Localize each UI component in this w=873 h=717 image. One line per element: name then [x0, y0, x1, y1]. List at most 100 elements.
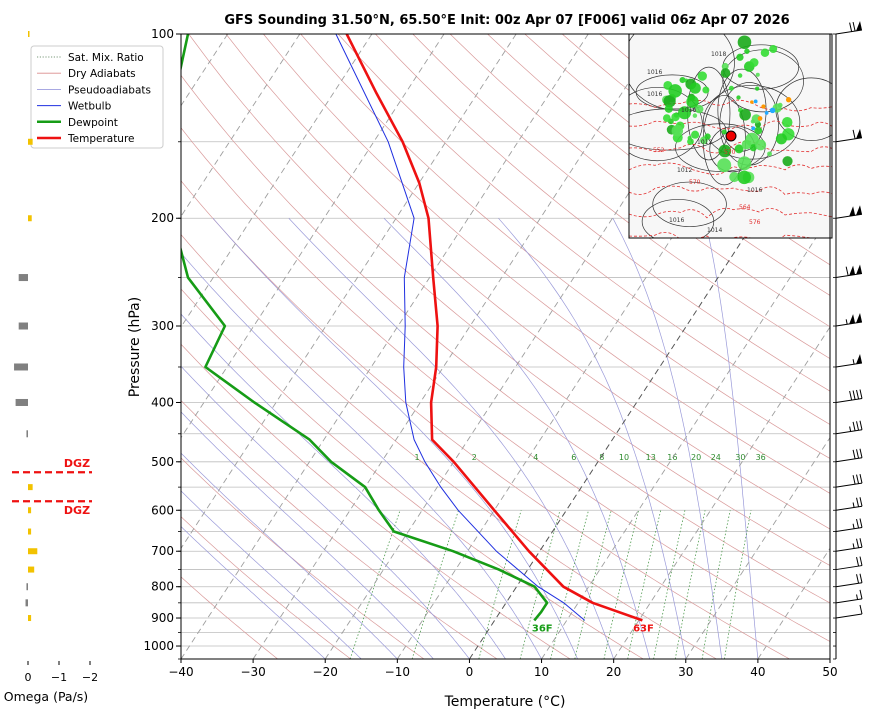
map-label: 576	[749, 219, 761, 226]
barb-half-flag	[853, 502, 854, 507]
mixing-ratio-label: 36	[756, 453, 766, 462]
map-precip	[756, 73, 760, 77]
wind-barb	[836, 129, 862, 142]
map-precip	[691, 131, 699, 139]
barb-flag	[857, 557, 859, 566]
map-label: 1012	[697, 139, 712, 146]
x-tick-label: −20	[313, 665, 338, 679]
barb-flag	[850, 391, 852, 400]
barb-pennant	[856, 129, 862, 139]
map-label: 1016	[669, 217, 684, 224]
barb-pennant	[849, 314, 855, 324]
barb-flag	[857, 519, 859, 528]
barb-flag	[860, 605, 862, 614]
mixing-ratio-label: 10	[619, 453, 629, 462]
map-precip	[761, 48, 769, 56]
y-tick-label: 400	[151, 395, 174, 409]
map-precip-heavy	[754, 100, 758, 104]
barb-pennant	[849, 206, 855, 216]
barb-staff	[836, 363, 862, 367]
wind-barb	[836, 421, 862, 434]
x-tick-label: 40	[750, 665, 765, 679]
barb-flag	[853, 422, 855, 431]
omega-bar	[28, 567, 34, 573]
barb-flag	[857, 475, 859, 484]
map-precip	[767, 151, 772, 156]
y-tick-label: 100	[151, 27, 174, 41]
map-precip	[668, 84, 681, 97]
barb-flag	[860, 557, 862, 566]
map-precip	[672, 125, 684, 137]
barb-flag	[857, 539, 859, 548]
map-label: 570	[724, 149, 736, 156]
temperature-surface-label: 63F	[633, 623, 654, 634]
barb-staff	[836, 599, 862, 603]
barb-pennant	[856, 265, 862, 275]
x-tick-label: 50	[822, 665, 837, 679]
barb-flag	[857, 421, 859, 430]
omega-tick-label: −1	[51, 671, 67, 684]
map-label: 1016	[681, 107, 696, 114]
map-label: 564	[739, 204, 751, 211]
map-label: 1016	[747, 187, 762, 194]
barb-pennant	[856, 21, 862, 31]
map-precip	[671, 113, 679, 121]
map-precip-heavy	[758, 116, 763, 121]
map-label: 570	[689, 179, 701, 186]
map-precip	[717, 158, 731, 172]
barb-flag	[853, 450, 855, 459]
map-precip	[665, 105, 673, 113]
dgz-label: DGZ	[64, 504, 90, 517]
map-precip	[722, 129, 727, 134]
map-precip-heavy	[786, 97, 791, 102]
mixing-ratio-label: 6	[571, 453, 576, 462]
barb-pennant	[849, 266, 855, 276]
wind-barb	[836, 205, 862, 218]
y-tick-label: 800	[151, 580, 174, 594]
mixing-ratio-label: 16	[667, 453, 677, 462]
barb-flag	[860, 538, 862, 547]
barb-flag	[853, 22, 855, 31]
map-precip	[742, 140, 752, 150]
barb-flag	[846, 267, 848, 276]
map-precip	[738, 171, 751, 184]
wind-barb	[836, 21, 862, 34]
legend-label: Sat. Mix. Ratio	[68, 52, 144, 64]
wind-barb	[836, 574, 862, 587]
legend-label: Wetbulb	[68, 101, 112, 113]
map-label: 1018	[711, 51, 726, 58]
map-precip	[736, 95, 740, 99]
x-tick-label: −30	[240, 665, 265, 679]
barb-flag	[857, 390, 859, 399]
barb-flag	[860, 519, 862, 528]
map-precip	[729, 86, 734, 91]
map-precip	[736, 54, 743, 61]
omega-tick-label: 0	[25, 671, 32, 684]
omega-bar	[26, 583, 28, 590]
barb-staff	[836, 138, 862, 142]
map-label: 1014	[707, 227, 722, 234]
barb-staff	[836, 214, 862, 218]
barb-flag	[860, 449, 862, 458]
mixing-ratio-label: 1	[414, 453, 419, 462]
map-precip	[744, 49, 749, 54]
omega-axis-label: Omega (Pa/s)	[4, 689, 88, 704]
barb-flag	[853, 130, 855, 139]
map-precip	[721, 68, 731, 78]
omega-bar	[28, 484, 33, 490]
map-precip	[738, 35, 752, 49]
omega-bar	[16, 399, 28, 406]
barb-flag	[860, 590, 862, 599]
barb-flag	[860, 497, 862, 506]
map-precip	[690, 82, 701, 93]
mixing-ratio-label: 20	[691, 453, 701, 462]
y-tick-label: 1000	[143, 639, 174, 653]
wind-barb	[836, 389, 862, 402]
map-precip	[688, 136, 692, 140]
barb-staff	[836, 274, 862, 278]
wind-barb	[836, 605, 862, 618]
wind-barb	[836, 474, 862, 487]
x-tick-label: 0	[466, 665, 474, 679]
